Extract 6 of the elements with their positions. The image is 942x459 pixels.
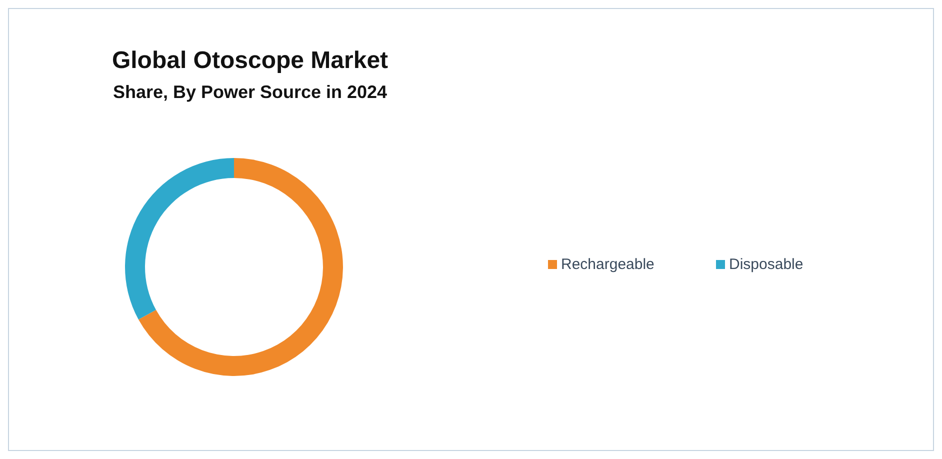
chart-title: Global Otoscope Market bbox=[112, 47, 388, 74]
donut-slice bbox=[138, 158, 343, 376]
donut-slice bbox=[125, 158, 234, 320]
chart-subtitle: Share, By Power Source in 2024 bbox=[112, 82, 388, 102]
legend-label: Rechargeable bbox=[561, 256, 654, 273]
legend-label: Disposable bbox=[729, 256, 804, 273]
